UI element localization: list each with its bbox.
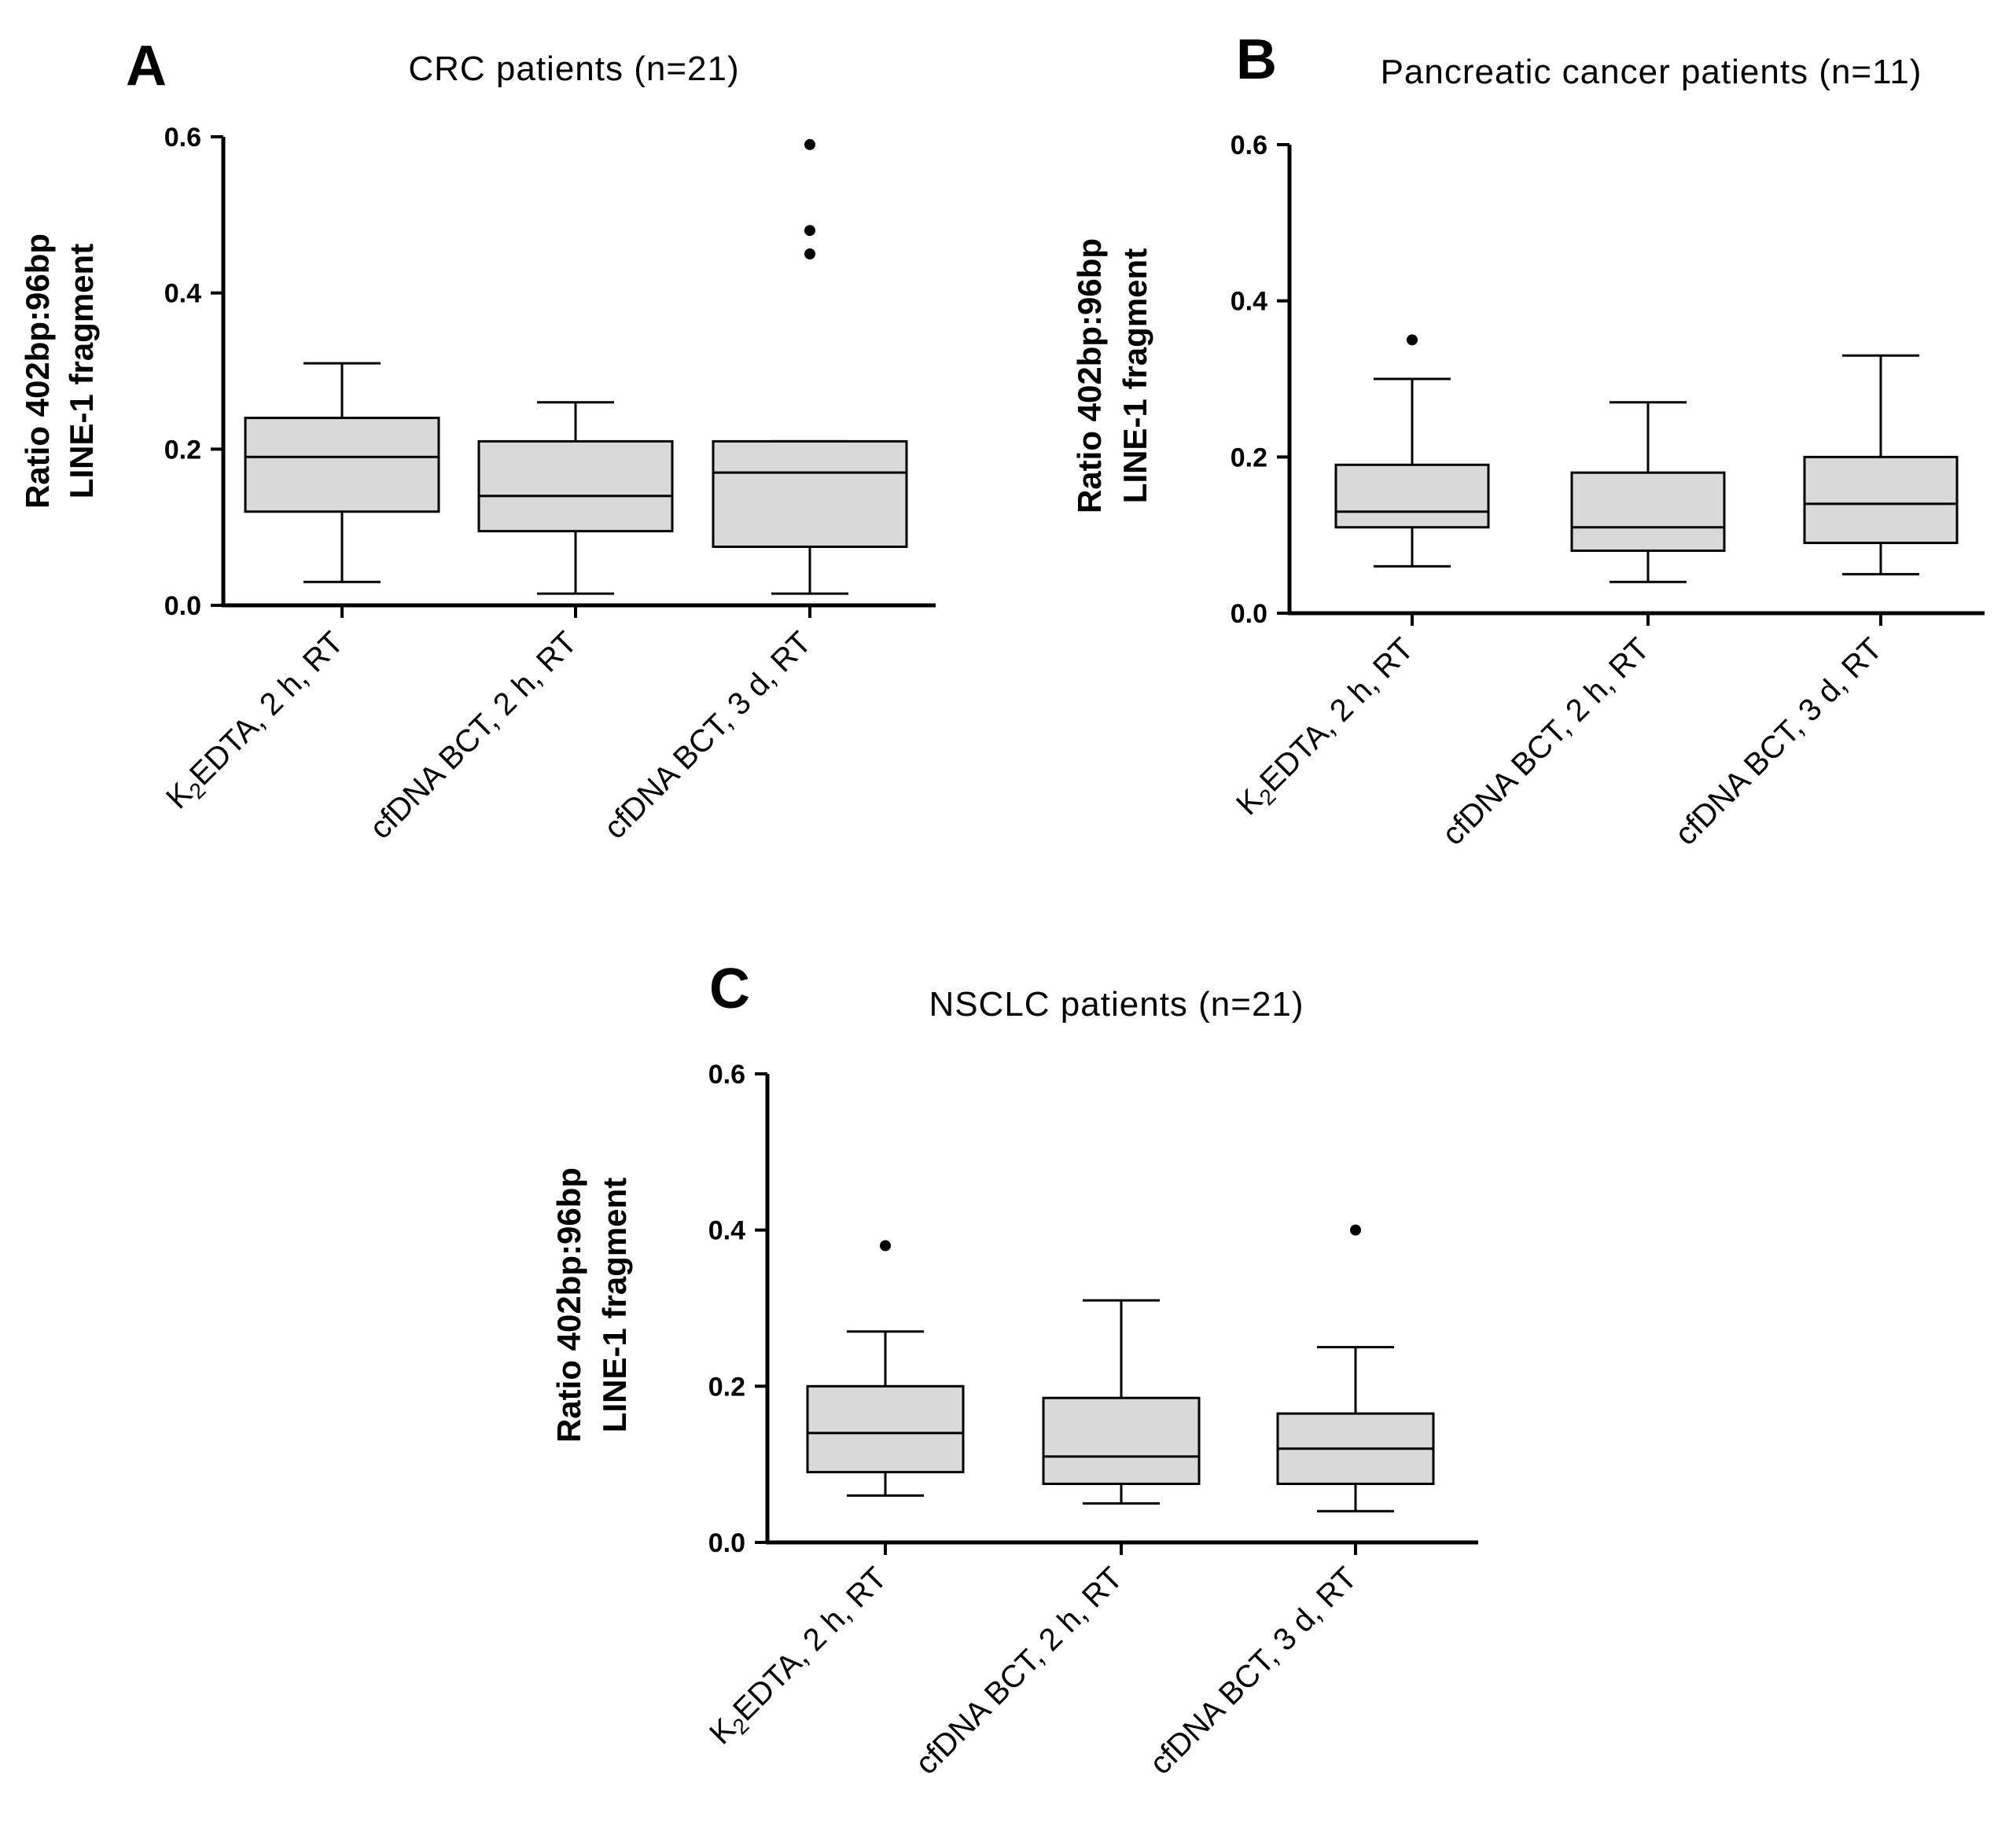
outlier-point xyxy=(880,1240,891,1252)
outlier-point xyxy=(804,138,815,150)
panel-letter-c: C xyxy=(709,958,750,1020)
category-label: cfDNA BCT, 2 h, RT xyxy=(1436,631,1657,852)
y-tick-label: 0.0 xyxy=(164,591,201,621)
y-tick-label: 0.0 xyxy=(1231,599,1267,629)
iqr-box xyxy=(806,1384,965,1474)
panel-title-b: Pancreatic cancer patients (n=11) xyxy=(1381,53,1922,91)
iqr-box xyxy=(1570,471,1726,553)
y-tick-label: 0.2 xyxy=(164,435,201,465)
panel-letter-a: A xyxy=(126,35,167,97)
category-label: cfDNA BCT, 3 d, RT xyxy=(1143,1560,1364,1781)
y-tick-label: 0.2 xyxy=(1231,443,1267,472)
iqr-box xyxy=(244,417,440,513)
y-tick-label: 0.4 xyxy=(1231,287,1267,317)
y-tick-label: 0.6 xyxy=(164,123,201,153)
panel-title-a: CRC patients (n=21) xyxy=(408,50,739,88)
y-axis-label-c-line1: Ratio 402bp:96bp xyxy=(550,1167,587,1443)
y-tick-label: 0.2 xyxy=(708,1372,745,1402)
y-tick-label: 0.6 xyxy=(708,1060,745,1090)
category-label: cfDNA BCT, 3 d, RT xyxy=(1668,631,1889,852)
y-tick-label: 0.6 xyxy=(1231,130,1267,160)
category-label: cfDNA BCT, 2 h, RT xyxy=(363,625,584,846)
y-axis-label-b-line2: LINE-1 fragment xyxy=(1117,248,1153,503)
panel-a: A CRC patients (n=21) Ratio 402bp:96bp L… xyxy=(19,35,936,846)
plot-area-b: 0.0 0.2 0.4 0.6 K2EDTA, 2 h, RT cfDNA BCT, 2 … xyxy=(1230,130,1985,852)
iqr-box xyxy=(1042,1396,1201,1485)
outlier-point xyxy=(1407,334,1418,346)
iqr-box xyxy=(712,439,908,549)
category-label: K2EDTA, 2 h, RT xyxy=(1230,631,1423,825)
iqr-box xyxy=(1803,455,1959,545)
category-label: cfDNA BCT, 3 d, RT xyxy=(598,625,819,846)
category-label: K2EDTA, 2 h, RT xyxy=(703,1560,896,1754)
y-axis-label-a-line2: LINE-1 fragment xyxy=(63,244,100,498)
y-axis-label-b-line1: Ratio 402bp:96bp xyxy=(1071,238,1108,513)
iqr-box xyxy=(477,439,674,533)
panel-b: B Pancreatic cancer patients (n=11) Rati… xyxy=(1071,28,1985,852)
outlier-point xyxy=(804,225,815,237)
y-tick-label: 0.4 xyxy=(708,1216,745,1246)
y-tick-label: 0.0 xyxy=(708,1528,745,1558)
plot-area-a: 0.0 0.2 0.4 0.6 K2EDTA, 2 h, RT cfDNA BCT, 2 … xyxy=(160,123,936,846)
category-label: K2EDTA, 2 h, RT xyxy=(160,625,353,818)
panel-title-c: NSCLC patients (n=21) xyxy=(929,985,1304,1024)
outlier-point xyxy=(1350,1224,1361,1236)
panel-letter-b: B xyxy=(1236,28,1277,91)
category-label: cfDNA BCT, 2 h, RT xyxy=(909,1560,1130,1781)
y-axis-label-c-line2: LINE-1 fragment xyxy=(596,1178,633,1432)
plot-area-c: 0.0 0.2 0.4 0.6 K2EDTA, 2 h, RT cfDNA BCT, 2 … xyxy=(703,1060,1478,1781)
panel-c: C NSCLC patients (n=21) Ratio 402bp:96bp… xyxy=(550,958,1478,1781)
y-tick-label: 0.4 xyxy=(164,279,201,309)
y-axis-label-a-line1: Ratio 402bp:96bp xyxy=(19,233,56,509)
outlier-point xyxy=(804,248,815,259)
iqr-box xyxy=(1334,463,1490,529)
